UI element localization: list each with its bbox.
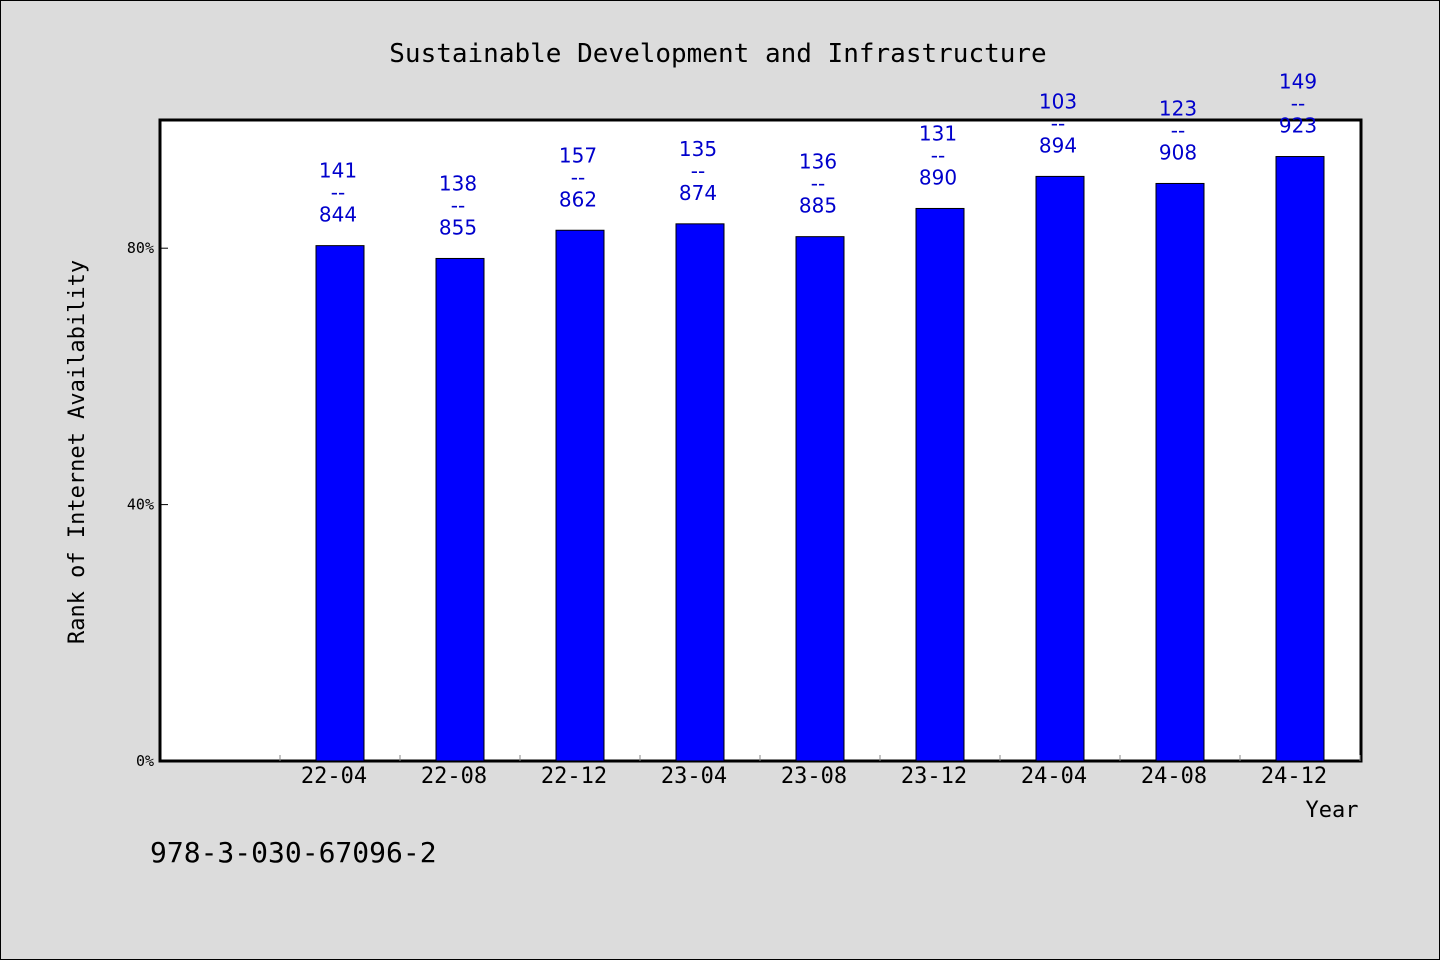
data-label-24-08-0: 123 [1159,96,1197,120]
data-label-23-04-2: 874 [679,181,717,205]
x-tick-label-23-12: 23-12 [901,764,967,789]
bar-24-12 [1275,156,1325,762]
x-tick-label-24-08: 24-08 [1141,764,1207,789]
data-label-24-04-2: 894 [1039,133,1077,157]
x-tick-label-22-08: 22-08 [421,764,487,789]
data-label-23-04-0: 135 [679,137,717,161]
bars-group [315,156,1325,762]
data-label-22-08-2: 855 [439,215,477,239]
data-label-24-12-0: 149 [1279,70,1317,94]
isbn-footnote: 978-3-030-67096-2 [150,836,437,869]
data-label-22-08-1: -- [451,193,465,217]
data-label-22-04-1: -- [331,181,345,205]
data-label-22-12-0: 157 [559,143,597,167]
data-label-23-12-2: 890 [919,165,957,189]
bar-24-04 [1035,175,1085,762]
data-labels-group: 141--844138--855157--862135--874136--885… [319,70,1317,240]
y-axis-label: Rank of Internet Availability [65,260,90,644]
data-label-24-08-1: -- [1171,118,1185,142]
chart-title: Sustainable Development and Infrastructu… [389,39,1046,69]
data-label-24-04-0: 103 [1039,89,1077,113]
bar-23-04 [675,223,725,762]
x-tick-label-24-04: 24-04 [1021,764,1087,789]
bar-23-08 [795,236,845,762]
data-label-23-08-1: -- [811,172,825,196]
y-axis-ticks: 0% 40% 80% [127,239,168,770]
x-tick-label-23-08: 23-08 [781,764,847,789]
bar-23-12 [915,207,965,762]
data-label-24-08-2: 908 [1159,140,1197,164]
bar-22-04 [315,245,365,762]
x-tick-label-24-12: 24-12 [1261,764,1327,789]
data-label-23-12-1: -- [931,143,945,167]
data-label-24-12-2: 923 [1279,114,1317,138]
data-label-23-08-0: 136 [799,150,837,174]
data-label-23-04-1: -- [691,159,705,183]
data-label-22-04-0: 141 [319,159,357,183]
x-axis-label: Year [1306,798,1359,823]
data-label-24-04-1: -- [1051,111,1065,135]
data-label-22-04-2: 844 [319,203,357,227]
bar-22-08 [435,257,485,762]
x-tick-label-22-12: 22-12 [541,764,607,789]
data-label-22-08-0: 138 [439,171,477,195]
data-label-22-12-1: -- [571,165,585,189]
bar-22-12 [555,229,605,762]
x-axis-ticks: 22-04 22-08 22-12 23-04 23-08 23-12 24-04 24-08… [279,755,1361,789]
data-label-23-12-0: 131 [919,121,957,145]
x-tick-label-22-04: 22-04 [301,764,367,789]
data-label-24-12-1: -- [1291,92,1305,116]
y-tick-label-80: 80% [127,239,154,257]
x-tick-label-23-04: 23-04 [661,764,727,789]
data-label-22-12-2: 862 [559,187,597,211]
y-tick-label-0: 0% [136,752,154,770]
data-label-23-08-2: 885 [799,194,837,218]
bar-24-08 [1155,182,1205,762]
y-tick-label-40: 40% [127,496,154,514]
